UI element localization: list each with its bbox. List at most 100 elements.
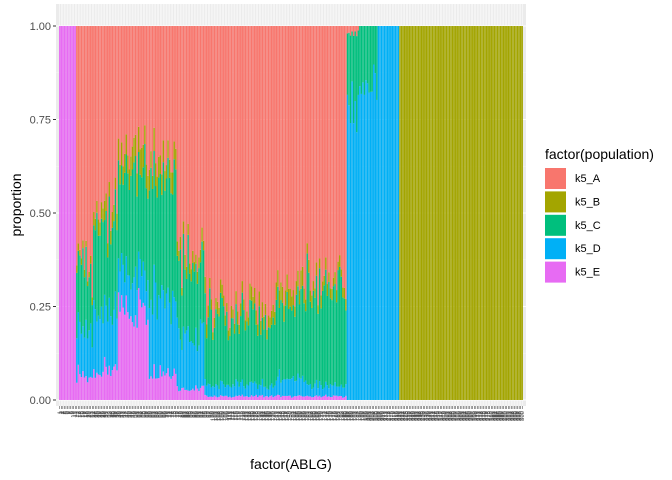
bar-segment-k5-c: [193, 271, 196, 346]
bar-segment-k5-d: [261, 378, 264, 395]
bar-segment-k5-d: [386, 26, 389, 400]
bar-segment-k5-a: [247, 26, 250, 318]
bar-segment-k5-b: [150, 151, 152, 168]
x-tick-label: 146: [282, 410, 288, 421]
bar-segment-k5-e: [158, 378, 160, 400]
bar-segment-k5-e: [233, 396, 236, 400]
bar-segment-k5-b: [266, 329, 268, 340]
bar-segment-k5-e: [252, 396, 254, 400]
bar-segment-k5-e: [289, 395, 291, 400]
bar-segment-k5-a: [181, 26, 183, 288]
x-tick-label: 267: [469, 410, 475, 421]
x-tick-label: 77: [175, 410, 181, 417]
bar-segment-k5-d: [267, 389, 270, 398]
bar-segment-k5-e: [334, 395, 336, 400]
bar-segment-k5-e: [182, 387, 185, 400]
x-tick-label: 46: [127, 410, 133, 417]
bar-segment-k5-c: [176, 255, 179, 318]
bar-segment-k5-e: [175, 373, 177, 400]
bar-segment-k5-e: [131, 322, 134, 400]
bar-segment-k5-d: [223, 384, 225, 397]
legend-label-k5-c: k5_C: [575, 220, 601, 232]
bar-segment-k5-c: [351, 31, 353, 82]
x-tick-label: 162: [307, 410, 313, 421]
bar-segment-k5-b: [93, 212, 95, 226]
x-tick-label: 259: [457, 410, 463, 421]
y-tick-label: 0.50: [30, 208, 51, 220]
bar-segment-k5-b: [315, 262, 318, 276]
x-tick-label: 32: [106, 410, 112, 417]
bar-segment-k5-d: [184, 333, 186, 390]
bar-segment-k5-a: [171, 26, 174, 173]
bar-segment-k5-a: [250, 26, 253, 287]
bar-segment-k5-a: [202, 26, 205, 241]
bar-segment-k5-e: [328, 396, 330, 400]
bar-segment-k5-c: [354, 31, 356, 102]
bar-segment-k5-d: [269, 385, 271, 396]
bar-segment-k5-b: [125, 134, 127, 155]
bar-segment-k5-d: [377, 26, 380, 400]
bar-segment-k5-a: [277, 26, 279, 271]
bar-segment-k5-b: [171, 172, 174, 195]
bar-segment-k5-b: [158, 156, 160, 178]
bar-segment-k5-a: [145, 26, 148, 165]
bar-segment-k5-e: [107, 374, 109, 400]
x-tick-label: 193: [355, 410, 361, 421]
bar-segment-k5-b: [170, 172, 172, 194]
bar-segment-k5-d: [295, 380, 298, 397]
bar-segment-k5-c: [134, 156, 137, 267]
bar-segment-k5-d: [226, 384, 228, 396]
bar-segment-k5-e: [139, 299, 141, 400]
bar-segment-k5-a: [255, 26, 257, 311]
bar-segment-k5-a: [236, 26, 239, 312]
x-tick-label: 114: [233, 410, 239, 420]
bar-segment-k5-d: [175, 301, 177, 374]
bar-segment-k5-e: [164, 375, 166, 400]
bar-segment-k5-e: [244, 396, 247, 400]
x-tick-label: 215: [389, 410, 395, 421]
bar-segment-k5-d: [346, 94, 349, 401]
x-tick-label: 24: [93, 410, 99, 417]
bar-segment-k5-e: [297, 395, 299, 400]
x-tick-label: 96: [205, 410, 211, 417]
bar-segment-k5-c: [148, 190, 151, 308]
bar-segment-k5-a: [266, 26, 268, 330]
bar-segment-k5-a: [179, 26, 182, 238]
bar-segment-k5-d: [325, 381, 327, 395]
bar-segment-k5-d: [230, 387, 233, 398]
x-tick-label: 90: [195, 410, 201, 417]
bar-segment-k5-c: [241, 292, 243, 380]
bar-segment-k5-c: [164, 190, 166, 309]
bar-segment-k5-c: [108, 196, 110, 298]
bar-segment-k5-e: [127, 312, 129, 400]
bar-segment-k5-c: [175, 169, 177, 302]
bar-segment-k5-d: [337, 386, 339, 397]
bar-segment-k5-c: [243, 310, 245, 387]
bar-segment-k5-b: [399, 26, 401, 400]
bar-segment-k5-a: [204, 26, 206, 277]
bar-segment-k5-a: [244, 26, 247, 321]
bar-segment-k5-d: [125, 256, 127, 296]
bar-segment-k5-b: [227, 330, 230, 341]
x-tick-label: 93: [200, 410, 206, 417]
x-tick-label: 201: [367, 410, 373, 421]
bar-segment-k5-b: [507, 26, 510, 400]
bar-segment-k5-b: [489, 26, 491, 400]
bar-segment-k5-b: [164, 171, 166, 191]
bar-segment-k5-e: [120, 295, 123, 400]
bar-segment-k5-c: [145, 188, 148, 292]
bar-segment-k5-a: [278, 26, 281, 291]
x-tick-label: 295: [512, 410, 518, 421]
x-tick-label: 158: [301, 410, 307, 421]
bar-segment-k5-b: [100, 202, 103, 219]
bar-segment-k5-c: [300, 288, 302, 379]
bar-segment-k5-b: [438, 26, 440, 400]
bar-segment-k5-e: [179, 390, 182, 400]
bar-segment-k5-e: [315, 395, 318, 400]
bar-segment-k5-e: [190, 390, 192, 400]
x-tick-label: 103: [216, 410, 222, 421]
bar-segment-k5-a: [193, 26, 196, 263]
bar-segment-k5-d: [340, 384, 342, 397]
x-tick-label: 47: [129, 410, 135, 417]
bar-segment-k5-c: [345, 310, 347, 385]
